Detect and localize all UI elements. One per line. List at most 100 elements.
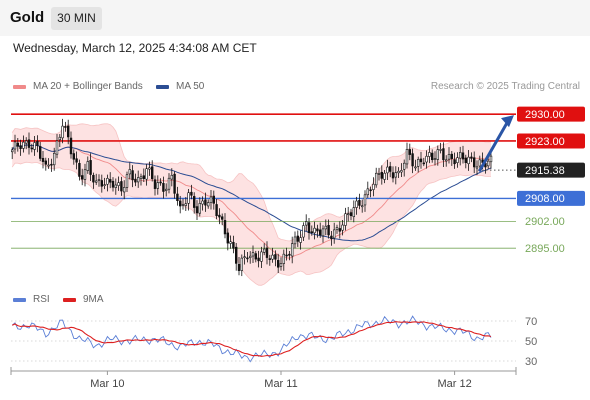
candle-body <box>341 224 344 231</box>
candle-body <box>288 253 291 256</box>
bollinger-lower-line <box>11 161 492 286</box>
candle-body <box>324 225 327 230</box>
nine-ma-swatch <box>63 297 76 302</box>
candle-body <box>232 241 235 249</box>
candle-body <box>430 152 434 161</box>
level-tag-bg <box>517 190 585 206</box>
candle-body <box>139 176 143 179</box>
candle-body <box>226 232 229 244</box>
candle-body <box>78 163 81 177</box>
candle-body <box>386 166 389 174</box>
level-tag-3: 2908.00 <box>517 190 585 206</box>
candle-body <box>293 236 297 245</box>
rsi-tick-label: 70 <box>525 316 537 328</box>
candle-body <box>44 160 48 165</box>
candle-body <box>145 168 148 180</box>
candle-body <box>83 169 87 180</box>
candle-body <box>89 160 92 175</box>
candle-body <box>450 153 453 159</box>
candle-body <box>456 157 459 163</box>
candle-body <box>209 196 213 203</box>
main-legend-item-ma50: MA 50 <box>156 81 204 92</box>
candle-body <box>64 126 67 128</box>
candle-body <box>16 142 19 147</box>
candle-body <box>69 137 73 155</box>
level-tag-0: 2930.00 <box>517 106 585 122</box>
candle-body <box>120 181 123 192</box>
candle-body <box>58 136 62 141</box>
candle-body <box>198 203 201 214</box>
candle-body <box>33 142 36 150</box>
candle-body <box>472 157 476 168</box>
level-tag-5: 2895.00 <box>525 243 565 255</box>
candle-body <box>296 235 299 242</box>
candle-body <box>148 167 151 170</box>
candle-body <box>318 229 322 236</box>
candle-body <box>201 200 204 205</box>
candle-body <box>251 252 255 257</box>
candle-body <box>366 188 369 196</box>
rsi-line <box>11 315 492 363</box>
candle-body <box>176 193 179 202</box>
candle-body <box>282 253 285 264</box>
candle-body <box>237 264 241 271</box>
candle-body <box>50 163 53 166</box>
candle-body <box>458 152 462 159</box>
rsi-legend-item-9ma: 9MA <box>63 294 104 305</box>
candle-body <box>411 153 414 167</box>
candle-body <box>464 157 467 163</box>
candle-body <box>405 149 409 165</box>
rsi-legend-item-rsi: RSI <box>13 294 50 305</box>
candle-body <box>249 255 252 258</box>
candle-body <box>478 159 481 167</box>
candle-body <box>38 146 42 159</box>
candle-body <box>55 140 59 155</box>
candle-body <box>162 183 165 192</box>
candle-body <box>254 253 257 260</box>
candle-body <box>442 148 445 161</box>
candle-body <box>332 229 336 239</box>
candle-body <box>229 241 232 244</box>
candle-body <box>167 177 171 190</box>
candle-body <box>81 175 84 180</box>
candle-body <box>330 235 333 239</box>
candle-body <box>470 156 473 159</box>
candle-body <box>207 202 210 207</box>
candle-body <box>134 178 137 183</box>
candle-body <box>165 188 168 191</box>
candle-body <box>187 192 190 204</box>
candle-body <box>173 173 176 194</box>
candle-body <box>358 199 361 206</box>
candle-body <box>179 200 182 207</box>
timeframe-button[interactable]: 30 MIN <box>51 7 102 30</box>
candle-body <box>184 203 187 206</box>
candle-body <box>352 207 355 217</box>
candle-body <box>19 145 22 149</box>
candle-body <box>321 228 325 237</box>
candle-body <box>428 152 431 157</box>
candle-body <box>125 174 129 188</box>
candle-body <box>117 182 120 186</box>
candle-body <box>67 125 70 138</box>
candle-body <box>265 247 269 258</box>
candle-body <box>151 166 154 180</box>
candle-body <box>159 181 162 184</box>
candle-body <box>75 158 78 163</box>
candle-body <box>262 248 266 253</box>
candle-body <box>13 141 17 150</box>
candle-body <box>299 237 302 243</box>
level-tag-label: 2908.00 <box>525 193 565 205</box>
bollinger-legend-label: MA 20 + Bollinger Bands <box>33 81 143 92</box>
candle-body <box>489 155 493 163</box>
candle-body <box>461 152 465 160</box>
timestamp: Wednesday, March 12, 2025 4:34:08 AM CET <box>13 41 257 55</box>
ma50-line <box>11 144 492 242</box>
candle-body <box>212 195 215 204</box>
candle-body <box>402 162 406 170</box>
candle-body <box>36 141 39 146</box>
candle-body <box>181 204 185 206</box>
candle-body <box>453 159 456 165</box>
candle-body <box>419 158 423 163</box>
candle-body <box>374 172 378 186</box>
